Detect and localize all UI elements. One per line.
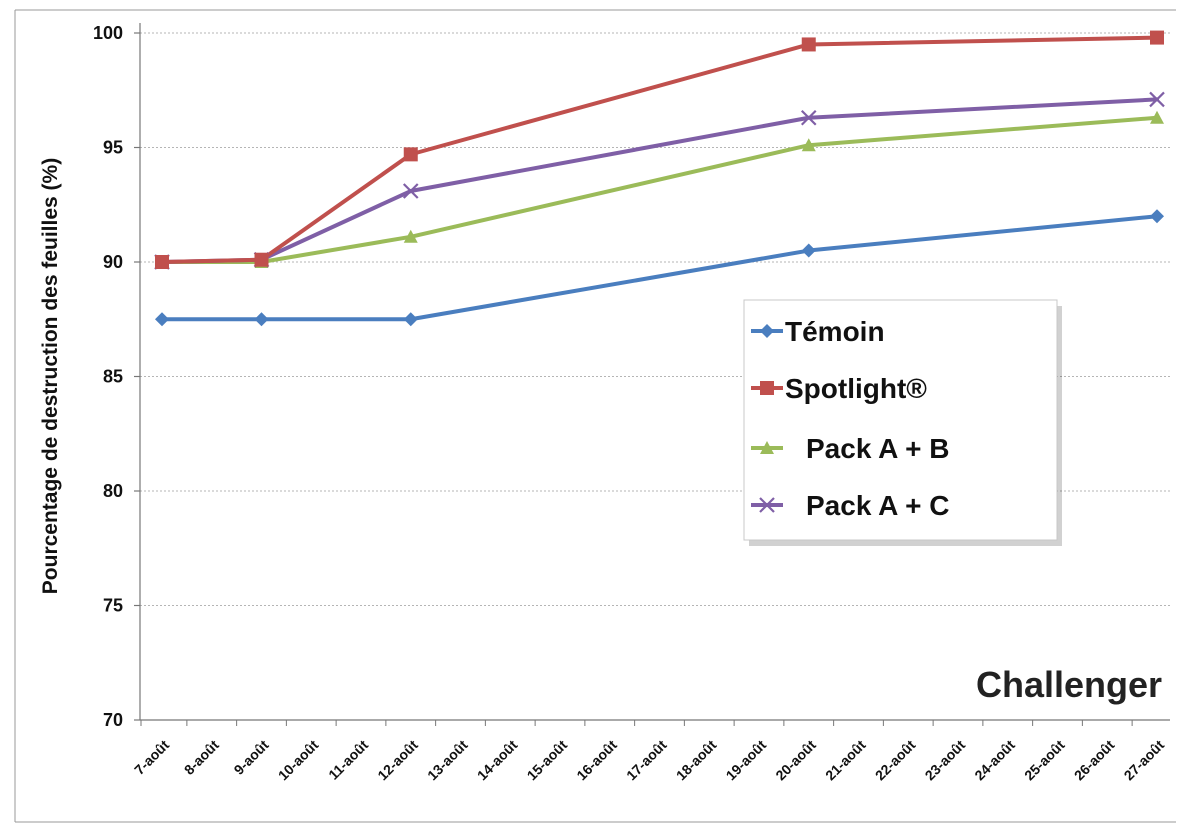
x-tick-label-18: 25-août — [1021, 737, 1068, 784]
legend-swatch-marker-1 — [760, 381, 774, 395]
x-tick-label-15: 22-août — [872, 737, 919, 784]
legend-label-3: Pack A + C — [806, 490, 949, 521]
point-s2-3 — [801, 138, 816, 152]
x-tick-label-7: 14-août — [474, 737, 521, 784]
y-tick-label-80: 80 — [103, 481, 123, 501]
x-tick-label-5: 12-août — [374, 737, 421, 784]
legend-swatch-marker-0 — [760, 324, 774, 338]
point-s1-1 — [254, 252, 269, 267]
point-s1-3 — [801, 37, 816, 52]
axes — [14, 9, 1176, 823]
point-s1-0 — [155, 255, 169, 269]
point-s0-2 — [403, 312, 418, 327]
x-tick-label-17: 24-août — [971, 737, 1018, 784]
x-tick-label-4: 11-août — [325, 737, 371, 783]
series-line-1 — [160, 35, 1159, 264]
x-tick-label-0: 7-août — [131, 737, 172, 778]
point-s3-2-stroke-b — [402, 183, 419, 199]
x-tick-label-10: 17-août — [623, 737, 670, 784]
x-tick-label-14: 21-août — [822, 737, 869, 784]
point-s2-4 — [1150, 110, 1164, 124]
point-s0-1 — [254, 312, 269, 327]
y-tick-label-85: 85 — [103, 367, 123, 387]
y-axis-label: Pourcentage de destruction des feuilles … — [39, 158, 62, 594]
y-tick-label-90: 90 — [103, 252, 123, 272]
legend-label-2: Pack A + B — [806, 433, 949, 464]
point-s1-4 — [1150, 30, 1164, 45]
legend-label-0: Témoin — [785, 316, 885, 347]
x-tick-label-8: 15-août — [524, 737, 571, 784]
point-s3-4-stroke-b — [1149, 91, 1165, 108]
chart-annotation: Challenger — [976, 664, 1162, 705]
point-s3-3-stroke-b — [800, 109, 817, 126]
y-tick-label-70: 70 — [103, 710, 123, 730]
series-markers — [154, 30, 1165, 327]
x-tick-label-13: 20-août — [772, 737, 819, 784]
x-tick-label-19: 26-août — [1071, 737, 1118, 784]
legend-swatch-marker-2 — [760, 441, 774, 454]
x-tick-label-12: 19-août — [723, 737, 770, 784]
point-s3-4 — [1149, 91, 1165, 108]
point-s0-4 — [1150, 209, 1164, 224]
x-tick-label-6: 13-août — [424, 737, 471, 784]
x-tick-label-16: 23-août — [922, 737, 969, 784]
y-tick-label-75: 75 — [103, 596, 123, 616]
legend-label-1: Spotlight® — [785, 373, 927, 404]
series-line-2 — [160, 115, 1159, 264]
legend: Témoin Spotlight® Pack A + B Pack A + C — [743, 299, 1062, 546]
point-s0-0 — [155, 312, 169, 327]
legend-swatch-marker-3-stroke-b — [759, 497, 775, 513]
point-s3-2 — [402, 183, 419, 199]
legend-box — [743, 299, 1058, 541]
y-tick-label-100: 100 — [93, 23, 123, 43]
legend-swatch-marker-3 — [759, 497, 775, 513]
point-s1-2 — [403, 147, 418, 162]
x-tick-label-20: 27-août — [1121, 737, 1168, 784]
point-s2-2 — [403, 229, 418, 243]
point-s3-3 — [800, 109, 817, 126]
x-tick-labels: 7-août 8-août 9-août 10-août 11-août 12-août 1… — [131, 737, 1167, 784]
x-tick-label-1: 8-août — [181, 737, 222, 778]
y-tick-labels: 70 75 80 85 90 95 100 — [93, 23, 123, 730]
y-tick-label-95: 95 — [103, 138, 123, 158]
x-tick-label-9: 16-août — [573, 737, 620, 784]
x-tick-label-11: 18-août — [673, 737, 720, 784]
point-s0-3 — [801, 243, 816, 258]
x-tick-label-3: 10-août — [275, 737, 322, 784]
x-tick-label-2: 9-août — [231, 737, 272, 778]
series-lines — [160, 35, 1159, 322]
